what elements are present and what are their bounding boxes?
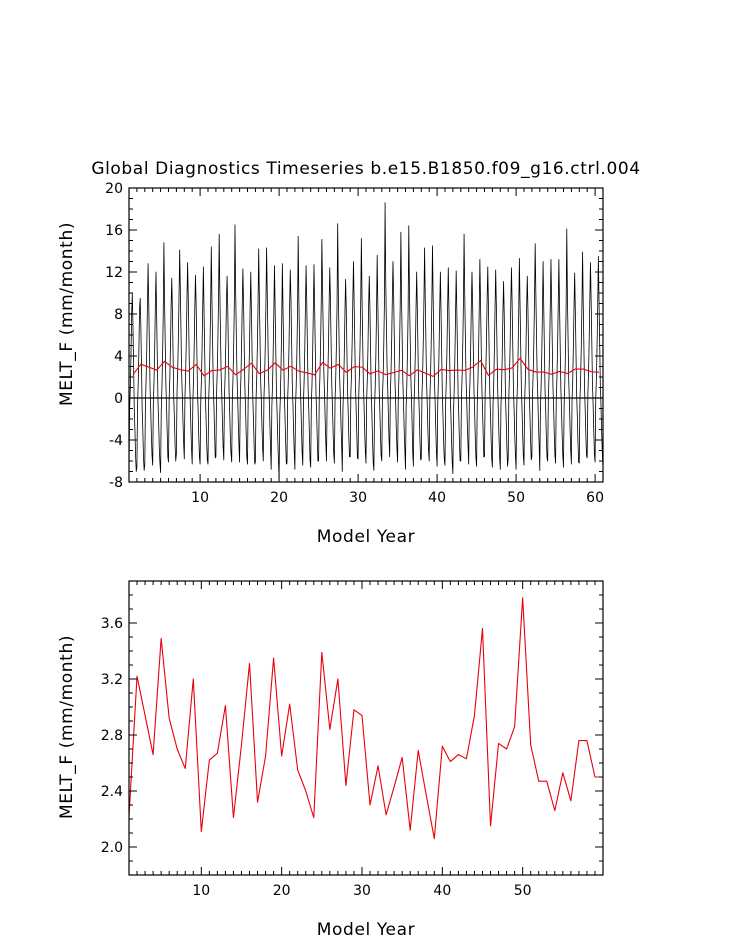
y-tick-label: 16 (105, 223, 123, 239)
x-tick-label: 50 (507, 490, 525, 506)
annual-series-line (129, 597, 603, 840)
y-tick-label: 2.4 (101, 784, 123, 800)
x-tick-label: 30 (349, 490, 367, 506)
annual-mean-panel: Model Year MELT_F (mm/month) 10 20 30 40 50 2… (57, 580, 604, 940)
monthly-series-line (129, 202, 603, 480)
figure-title: Global Diagnostics Timeseries b.e15.B185… (91, 159, 640, 179)
x-tick-label: 30 (353, 883, 371, 899)
y-tick-label: -4 (109, 433, 123, 449)
y-tick-label: 0 (114, 391, 123, 407)
panel2-ylabel: MELT_F (mm/month) (57, 635, 77, 819)
y-tick-label: 2.0 (101, 840, 123, 856)
y-tick-label: -8 (109, 475, 123, 491)
timeseries-panel: Model Year MELT_F (mm/month) 10 20 30 40 50 6… (57, 181, 604, 547)
x-tick-label: 10 (191, 490, 209, 506)
y-tick-label: 8 (114, 307, 123, 323)
plot-frame (128, 580, 604, 876)
x-tick-label: 50 (514, 883, 532, 899)
x-tick-label: 40 (428, 490, 446, 506)
y-tick-label: 12 (105, 265, 123, 281)
y-tick-label: 3.2 (101, 672, 123, 688)
panel1-xlabel: Model Year (317, 527, 415, 547)
x-tick-label: 60 (586, 490, 604, 506)
annual-series-line (132, 357, 600, 377)
x-tick-label: 20 (270, 490, 288, 506)
y-tick-label: 2.8 (101, 728, 123, 744)
x-tick-label: 10 (192, 883, 210, 899)
panel1-ylabel: MELT_F (mm/month) (57, 222, 77, 406)
y-tick-label: 3.6 (101, 616, 123, 632)
y-tick-label: 20 (105, 181, 123, 197)
panel2-xlabel: Model Year (317, 920, 415, 940)
x-tick-label: 40 (433, 883, 451, 899)
y-tick-label: 4 (114, 349, 123, 365)
x-tick-label: 20 (273, 883, 291, 899)
